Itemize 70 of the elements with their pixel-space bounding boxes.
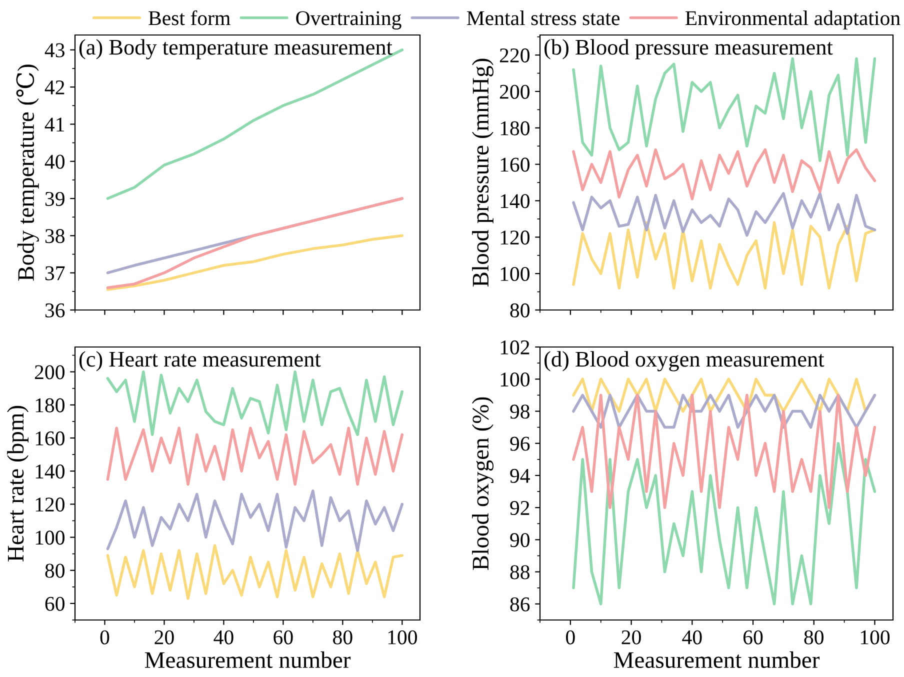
y-tick-label: 39: [45, 192, 64, 206]
y-tick-label: 100: [500, 372, 530, 387]
y-tick-label: 41: [44, 118, 64, 132]
chart-title: (c) Heart rate measurement: [79, 351, 321, 372]
y-tick-label: 140: [500, 194, 530, 208]
line-series: [106, 426, 404, 486]
line-series: [106, 370, 404, 436]
line-series: [572, 394, 876, 509]
line-series: [106, 490, 404, 552]
y-tick-label: 120: [36, 498, 64, 512]
y-tick-label: 92: [510, 501, 530, 516]
line-series: [572, 442, 876, 606]
x-tick-label: 100: [388, 630, 417, 644]
x-tick-label: 100: [860, 630, 890, 644]
line-series: [106, 234, 404, 291]
x-axis-title: Measurement number: [144, 651, 351, 668]
x-tick-label: 80: [804, 630, 824, 644]
x-tick-label: 0: [100, 630, 110, 644]
y-tick-label: 96: [510, 436, 530, 451]
line-series: [572, 192, 876, 237]
legend-label: Best form: [148, 10, 230, 26]
y-tick-label: 80: [510, 303, 530, 318]
x-tick-label: 40: [682, 630, 702, 644]
x-tick-label: 60: [274, 630, 293, 644]
chart-title: (b) Blood pressure measurement: [544, 39, 833, 60]
legend-label: Overtraining: [296, 11, 402, 30]
x-tick-label: 80: [333, 630, 352, 644]
y-tick-label: 88: [510, 565, 530, 580]
y-tick-label: 102: [500, 340, 530, 354]
y-tick-label: 80: [45, 564, 64, 578]
y-axis-title: Body temperature (℃): [16, 64, 39, 281]
y-axis-title: Blood oxygen (%): [472, 397, 494, 570]
y-tick-label: 160: [500, 158, 530, 172]
y-tick-label: 160: [36, 431, 64, 446]
line-series: [106, 197, 404, 290]
x-tick-label: 20: [622, 630, 641, 644]
line-series: [572, 221, 876, 290]
y-tick-label: 200: [34, 365, 64, 380]
y-tick-label: 120: [500, 230, 530, 245]
y-tick-label: 37: [45, 266, 65, 280]
y-tick-label: 98: [510, 404, 530, 419]
legend-label: Mental stress state: [466, 10, 620, 26]
y-tick-label: 94: [510, 468, 530, 483]
x-tick-label: 20: [154, 630, 174, 644]
y-tick-label: 86: [510, 597, 530, 612]
y-tick-label: 100: [500, 266, 530, 282]
line-series: [572, 148, 876, 200]
y-tick-label: 38: [45, 229, 64, 244]
y-tick-label: 140: [36, 464, 64, 479]
y-tick-label: 100: [36, 530, 64, 545]
y-tick-label: 40: [44, 154, 64, 169]
y-tick-label: 42: [44, 80, 64, 94]
chart-title: (a) Body temperature measurement: [79, 39, 392, 60]
y-tick-label: 180: [36, 398, 64, 412]
x-tick-label: 0: [566, 630, 575, 644]
x-axis-title: Measurement number: [614, 651, 820, 668]
y-tick-label: 180: [500, 121, 530, 136]
y-tick-label: 43: [44, 43, 64, 58]
y-tick-label: 90: [510, 533, 530, 548]
x-tick-label: 40: [214, 630, 234, 644]
x-tick-label: 60: [743, 630, 763, 644]
y-axis-title: Heart rate (bpm): [7, 406, 28, 562]
legend-label: Environmental adaptation: [685, 10, 900, 30]
y-tick-label: 220: [500, 48, 530, 62]
y-tick-label: 36: [45, 303, 65, 318]
line-series: [106, 544, 404, 600]
y-tick-label: 200: [500, 84, 530, 99]
chart-title: (d) Blood oxygen measurement: [544, 351, 824, 372]
y-tick-label: 60: [45, 596, 64, 611]
y-axis-title: Blood pressure (mmHg): [472, 58, 494, 287]
